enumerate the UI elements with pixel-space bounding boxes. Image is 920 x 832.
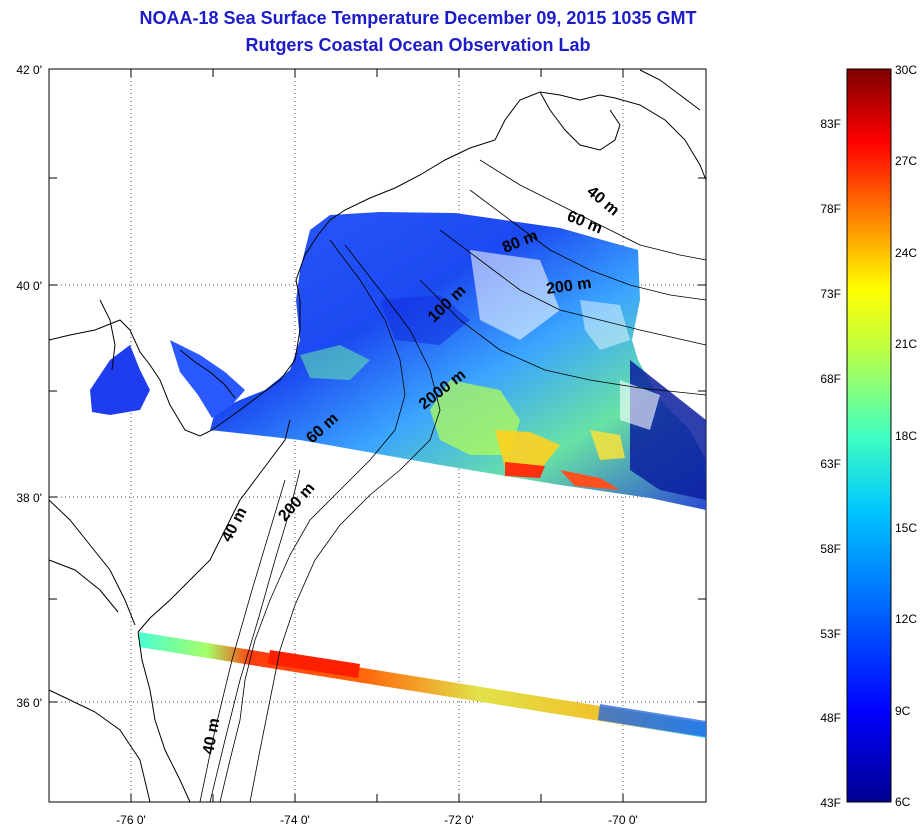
lon-label-72: -72 0' bbox=[444, 813, 474, 827]
colorbar-label-83f: 83F bbox=[820, 117, 841, 131]
colorbar-label-63f: 63F bbox=[820, 457, 841, 471]
colorbar-label-15c: 15C bbox=[895, 521, 917, 535]
lat-label-36: 36 0' bbox=[16, 696, 42, 710]
colorbar-label-21c: 21C bbox=[895, 337, 917, 351]
colorbar-label-30c: 30C bbox=[895, 63, 917, 77]
latitude-labels: 42 0' 40 0' 38 0' 36 0' bbox=[16, 63, 42, 710]
lon-label-70: -70 0' bbox=[608, 813, 638, 827]
colorbar bbox=[847, 69, 891, 802]
colorbar-label-18c: 18C bbox=[895, 429, 917, 443]
colorbar-label-12c: 12C bbox=[895, 612, 917, 626]
colorbar-label-48f: 48F bbox=[820, 711, 841, 725]
lon-label-74: -74 0' bbox=[280, 813, 310, 827]
colorbar-label-43f: 43F bbox=[820, 796, 841, 810]
colorbar-fahrenheit-labels: 83F 78F 73F 68F 63F 58F 53F 48F 43F bbox=[820, 117, 841, 810]
lon-label-76: -76 0' bbox=[116, 813, 146, 827]
colorbar-label-6c: 6C bbox=[895, 795, 911, 809]
longitude-labels: -76 0' -74 0' -72 0' -70 0' bbox=[116, 813, 638, 827]
colorbar-celsius-labels: 30C 27C 24C 21C 18C 15C 12C 9C 6C bbox=[895, 63, 917, 809]
lat-label-40: 40 0' bbox=[16, 279, 42, 293]
colorbar-label-78f: 78F bbox=[820, 202, 841, 216]
sst-map: 40 m 60 m 80 m 200 m 100 m 2000 m 60 m 2… bbox=[0, 0, 920, 832]
colorbar-label-58f: 58F bbox=[820, 542, 841, 556]
lat-label-38: 38 0' bbox=[16, 491, 42, 505]
lat-label-42: 42 0' bbox=[16, 63, 42, 77]
colorbar-label-68f: 68F bbox=[820, 372, 841, 386]
colorbar-label-27c: 27C bbox=[895, 154, 917, 168]
colorbar-label-53f: 53F bbox=[820, 627, 841, 641]
colorbar-label-9c: 9C bbox=[895, 704, 911, 718]
colorbar-label-24c: 24C bbox=[895, 246, 917, 260]
colorbar-label-73f: 73F bbox=[820, 287, 841, 301]
